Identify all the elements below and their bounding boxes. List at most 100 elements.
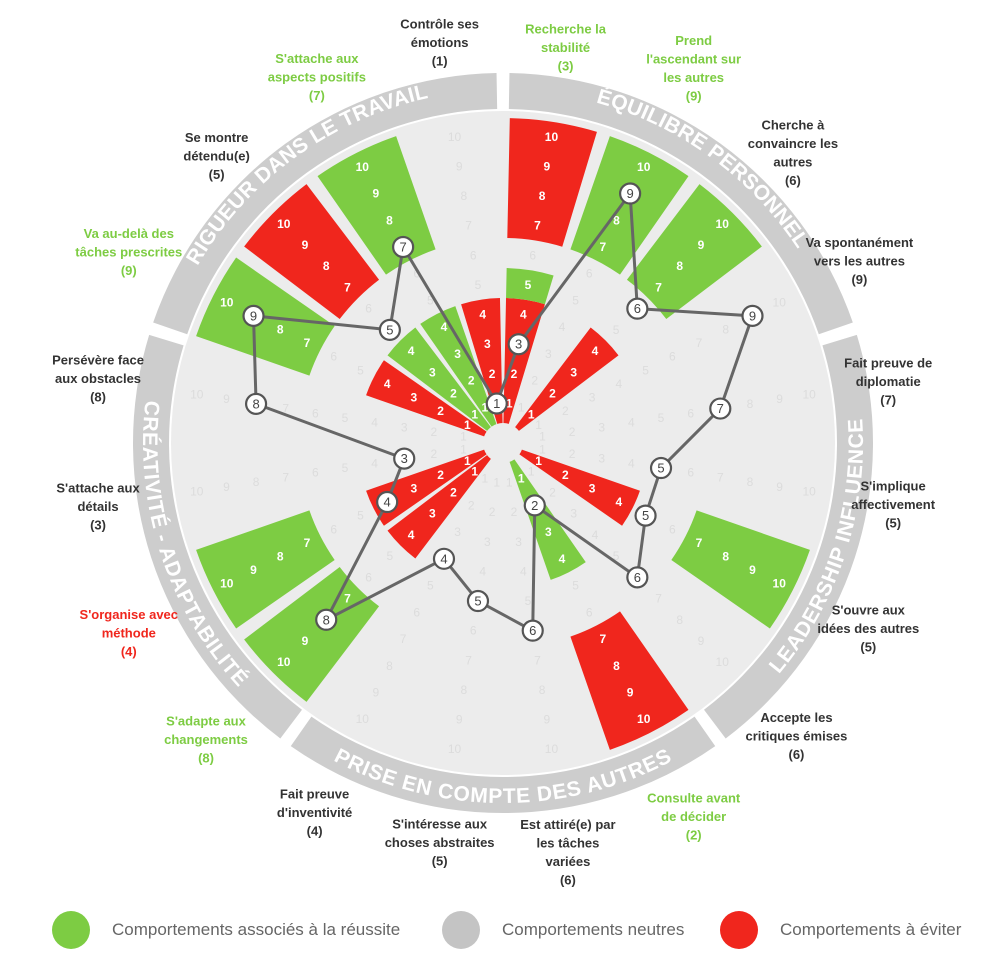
scale-number-fait-preuve-d-inventivite-5: 5 [427, 579, 434, 593]
scale-number-s-interesse-aux-choses-abstraites-3: 3 [484, 535, 491, 549]
scale-number-est-attire-e-par-les-taches-variees-7: 7 [534, 653, 541, 667]
sector-recherche-la-stabilite-band-4 [507, 118, 597, 247]
legend-item-avoid: Comportements à éviter [720, 908, 961, 952]
scale-number-s-adapte-aux-changements-5: 5 [387, 549, 394, 563]
legend-dot-success [52, 911, 90, 949]
scale-number-va-au-dela-des-taches-prescrites-3: 3 [411, 391, 418, 405]
scale-number-fait-preuve-d-inventivite-3: 3 [454, 525, 461, 539]
axis-label-s-organise-avec-methode: S'organise avec méthode (4) [80, 607, 178, 659]
scale-number-s-adapte-aux-changements-6: 6 [365, 570, 372, 584]
scale-number-s-organise-avec-methode-1: 1 [464, 454, 471, 468]
scale-number-controle-ses-emotions-2: 2 [489, 367, 496, 381]
scale-number-va-spontanement-vers-les-autres-2: 2 [562, 404, 569, 418]
scale-number-s-ouvre-aux-idees-des-autres-7: 7 [696, 536, 703, 550]
scale-number-s-organise-avec-methode-10: 10 [220, 577, 234, 591]
sector-s-attache-aux-aspects-positifs-band-1 [420, 306, 497, 427]
scale-number-accepte-les-critiques-emises-8: 8 [676, 613, 683, 627]
legend-dot-neutral [442, 911, 480, 949]
scale-number-s-implique-affectivement-7: 7 [717, 470, 724, 484]
scale-number-se-montre-detendu-e-3: 3 [429, 365, 436, 379]
score-marker-cherche-a-convaincre-les-autres [626, 297, 649, 320]
scale-number-s-interesse-aux-choses-abstraites-2: 2 [489, 505, 496, 519]
scale-number-va-au-dela-des-taches-prescrites-2: 2 [437, 404, 444, 418]
score-marker-va-au-dela-des-taches-prescrites [242, 304, 265, 327]
scale-number-va-au-dela-des-taches-prescrites-7: 7 [304, 336, 311, 350]
scale-number-persevere-face-aux-obstacles-9: 9 [223, 392, 230, 406]
axis-label-va-au-dela-des-taches-prescrites: Va au-delà des tâches prescrites (9) [75, 226, 182, 278]
scale-number-cherche-a-convaincre-les-autres-5: 5 [613, 323, 620, 337]
scale-number-recherche-la-stabilite-9: 9 [543, 159, 550, 173]
scale-number-s-ouvre-aux-idees-des-autres-10: 10 [773, 577, 787, 591]
scale-number-se-montre-detendu-e-2: 2 [450, 387, 457, 401]
scale-number-s-ouvre-aux-idees-des-autres-6: 6 [669, 522, 676, 536]
category-band-creativite [133, 334, 302, 739]
scale-number-prend-l-ascendant-sur-les-autres-8: 8 [613, 213, 620, 227]
scale-number-s-ouvre-aux-idees-des-autres-4: 4 [615, 495, 622, 509]
axis-label-s-implique-affectivement: S'implique affectivement (5) [851, 478, 935, 530]
scale-number-controle-ses-emotions-9: 9 [456, 159, 463, 173]
axis-label-s-attache-aux-aspects-positifs: S'attache aux aspects positifs (7) [268, 51, 366, 103]
legend-item-neutral: Comportements neutres [442, 908, 684, 952]
score-marker-value-prend-l-ascendant-sur-les-autres: 9 [627, 186, 634, 201]
category-band-rigueur [153, 73, 498, 335]
axis-label-s-interesse-aux-choses-abstraites: S'intéresse aux choses abstraites (5) [385, 817, 495, 869]
scale-number-consulte-avant-de-decider-4: 4 [559, 552, 566, 566]
axis-label-s-attache-aux-details: S'attache aux détails (3) [56, 481, 140, 533]
scale-number-s-ouvre-aux-idees-des-autres-2: 2 [562, 468, 569, 482]
axis-label-va-spontanement-vers-les-autres: Va spontanément vers les autres (9) [806, 235, 914, 287]
sector-recherche-la-stabilite-band-1 [503, 298, 545, 424]
scale-number-va-au-dela-des-taches-prescrites-1: 1 [464, 418, 471, 432]
scale-number-s-organise-avec-methode-8: 8 [277, 550, 284, 564]
scale-number-controle-ses-emotions-6: 6 [470, 248, 477, 262]
scale-number-s-organise-avec-methode-9: 9 [250, 563, 257, 577]
legend-item-success: Comportements associés à la réussite [52, 908, 400, 952]
axis-label-s-adapte-aux-changements: S'adapte aux changements (8) [164, 713, 248, 765]
scale-number-controle-ses-emotions-3: 3 [484, 337, 491, 351]
sector-cherche-a-convaincre-les-autres-band-4 [626, 184, 762, 320]
scale-number-persevere-face-aux-obstacles-3: 3 [401, 420, 408, 434]
scale-number-s-interesse-aux-choses-abstraites-9: 9 [456, 713, 463, 727]
scale-number-s-organise-avec-methode-7: 7 [304, 536, 311, 550]
scale-number-s-implique-affectivement-3: 3 [598, 452, 605, 466]
score-marker-va-spontanement-vers-les-autres [741, 304, 764, 327]
scale-number-va-spontanement-vers-les-autres-6: 6 [669, 350, 676, 364]
scale-number-cherche-a-convaincre-les-autres-3: 3 [570, 365, 577, 379]
axis-label-prend-l-ascendant-sur-les-autres: Prend l'ascendant sur les autres (9) [646, 33, 741, 104]
scale-number-s-implique-affectivement-8: 8 [747, 475, 754, 489]
sector-consulte-avant-de-decider-band-1 [509, 459, 586, 580]
scale-number-s-interesse-aux-choses-abstraites-10: 10 [448, 742, 462, 756]
scale-number-consulte-avant-de-decider-6: 6 [586, 605, 593, 619]
scale-number-s-attache-aux-details-4: 4 [371, 456, 378, 470]
scale-number-s-ouvre-aux-idees-des-autres-9: 9 [749, 563, 756, 577]
scale-number-s-adapte-aux-changements-1: 1 [471, 464, 478, 478]
scale-number-s-ouvre-aux-idees-des-autres-1: 1 [535, 454, 542, 468]
scale-number-est-attire-e-par-les-taches-variees-8: 8 [539, 683, 546, 697]
scale-number-fait-preuve-de-diplomatie-10: 10 [803, 388, 817, 402]
category-band-prise [290, 716, 716, 814]
scale-number-se-montre-detendu-e-10: 10 [277, 217, 291, 231]
score-marker-prend-l-ascendant-sur-les-autres [619, 182, 642, 205]
scale-number-cherche-a-convaincre-les-autres-10: 10 [716, 217, 730, 231]
scale-number-accepte-les-critiques-emises-4: 4 [592, 528, 599, 542]
score-marker-s-organise-avec-methode [376, 490, 399, 514]
scale-number-cherche-a-convaincre-les-autres-8: 8 [676, 259, 683, 273]
sector-s-organise-avec-methode-band-4 [196, 510, 335, 629]
scale-number-se-montre-detendu-e-6: 6 [365, 302, 372, 316]
scale-number-s-attache-aux-aspects-positifs-3: 3 [454, 347, 461, 361]
scale-number-se-montre-detendu-e-8: 8 [323, 259, 330, 273]
scale-number-fait-preuve-d-inventivite-7: 7 [400, 632, 407, 646]
score-marker-s-adapte-aux-changements [315, 608, 338, 631]
scale-number-s-organise-avec-methode-3: 3 [411, 481, 418, 495]
score-marker-value-fait-preuve-de-diplomatie: 7 [717, 401, 724, 416]
scale-number-persevere-face-aux-obstacles-6: 6 [312, 406, 319, 420]
scale-number-s-adapte-aux-changements-9: 9 [302, 634, 309, 648]
score-marker-value-s-adapte-aux-changements: 8 [323, 612, 330, 627]
scale-number-persevere-face-aux-obstacles-10: 10 [190, 388, 204, 402]
axis-label-consulte-avant-de-decider: Consulte avant de décider (2) [647, 791, 741, 843]
scale-number-fait-preuve-d-inventivite-9: 9 [373, 685, 380, 699]
scale-number-s-implique-affectivement-10: 10 [803, 484, 817, 498]
scale-number-va-spontanement-vers-les-autres-4: 4 [615, 377, 622, 391]
legend-dot-avoid [720, 911, 758, 949]
scale-number-persevere-face-aux-obstacles-4: 4 [371, 416, 378, 430]
scale-number-controle-ses-emotions-5: 5 [475, 278, 482, 292]
